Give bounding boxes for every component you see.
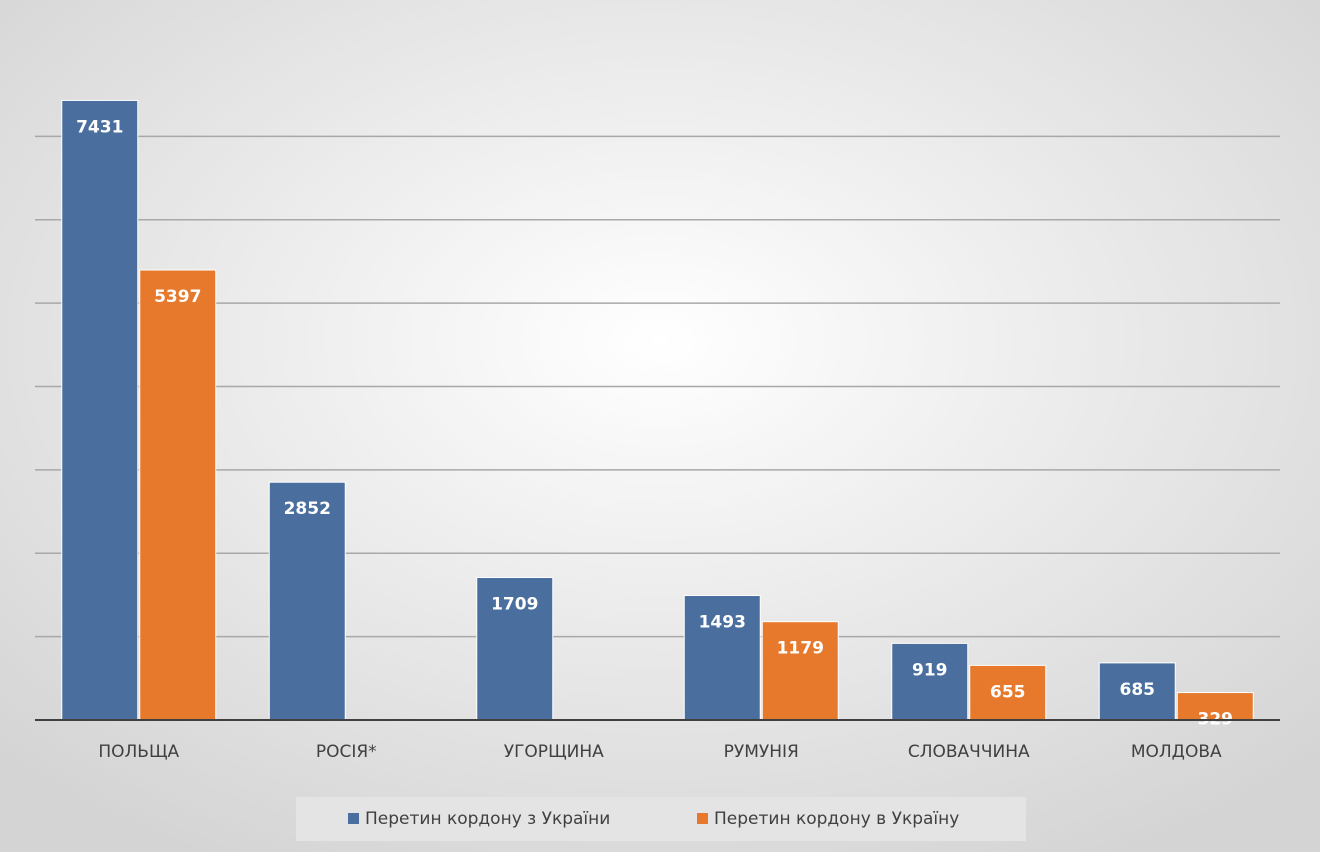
data-label: 7431 — [76, 117, 123, 137]
data-label: 2852 — [284, 499, 331, 519]
x-tick-label: РУМУНІЯ — [724, 742, 799, 762]
bar — [683, 595, 761, 721]
data-label: 919 — [912, 660, 948, 680]
data-label: 5397 — [154, 287, 201, 307]
data-label: 1179 — [777, 639, 824, 659]
bar — [61, 99, 139, 721]
legend-swatch — [348, 813, 359, 824]
bar — [139, 269, 217, 721]
data-label: 1709 — [491, 595, 538, 615]
legend-label: Перетин кордону в Україну — [714, 809, 959, 829]
legend-swatch — [697, 813, 708, 824]
bar — [761, 621, 839, 721]
bar — [476, 577, 554, 721]
data-label: 1493 — [699, 613, 746, 633]
x-tick-label: СЛОВАЧЧИНА — [908, 742, 1030, 762]
legend-box — [296, 797, 1026, 841]
data-label: 685 — [1120, 680, 1156, 700]
x-tick-label: УГОРЩИНА — [504, 742, 604, 762]
legend-label: Перетин кордону з України — [365, 809, 610, 829]
bar — [891, 642, 969, 721]
bar — [1098, 662, 1176, 721]
data-label: 655 — [990, 682, 1026, 702]
x-tick-label: РОСІЯ* — [316, 742, 377, 762]
bar — [268, 481, 346, 721]
x-tick-label: ПОЛЬЩА — [98, 742, 179, 762]
x-tick-label: МОЛДОВА — [1131, 742, 1222, 762]
